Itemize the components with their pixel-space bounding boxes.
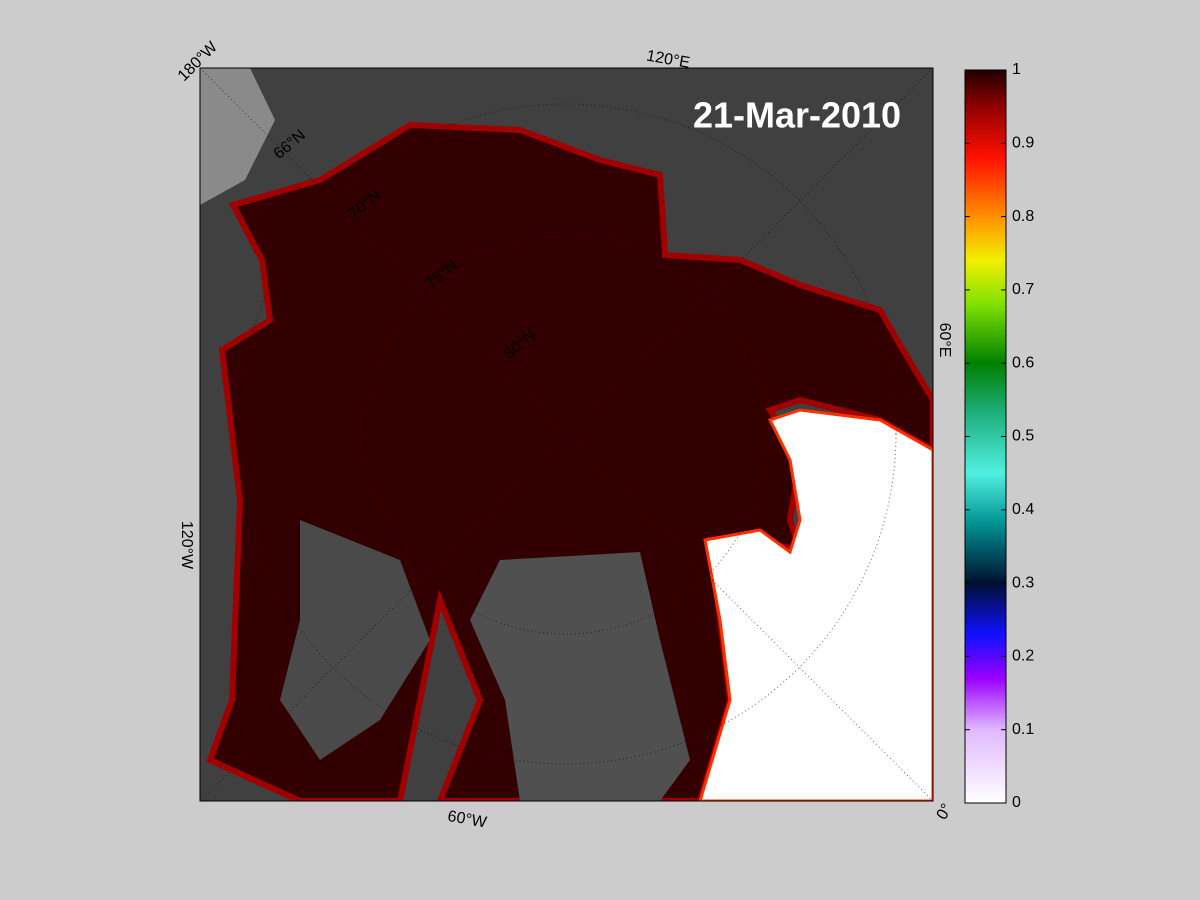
colorbar-tick-label: 0.1 bbox=[1012, 721, 1034, 738]
longitude-label: 60°E bbox=[936, 323, 953, 358]
colorbar bbox=[964, 69, 1007, 804]
date-label: 21-Mar-2010 bbox=[693, 95, 901, 136]
colorbar-tick-label: 0.3 bbox=[1012, 574, 1034, 591]
colorbar-tick-label: 0.6 bbox=[1012, 354, 1034, 371]
colorbar-tick-label: 0 bbox=[1012, 794, 1021, 811]
latitude-circle bbox=[365, 233, 767, 635]
islands bbox=[280, 520, 430, 760]
colorbar-tick-label: 0.2 bbox=[1012, 648, 1034, 665]
colorbar-tick-label: 0.4 bbox=[1012, 501, 1034, 518]
land-outside bbox=[200, 68, 275, 205]
latitude-circle bbox=[235, 103, 897, 765]
meridian bbox=[200, 68, 933, 801]
longitude-label: 60°W bbox=[446, 808, 489, 832]
map-frame bbox=[199, 67, 934, 802]
open-water bbox=[698, 408, 933, 801]
colorbar-tick-label: 1 bbox=[1012, 61, 1021, 78]
greenland bbox=[470, 552, 690, 801]
colorbar-tick-label: 0.8 bbox=[1012, 208, 1034, 225]
longitude-label: 120°W bbox=[178, 521, 195, 570]
colorbar-tick-label: 0.9 bbox=[1012, 135, 1034, 152]
meridian bbox=[200, 68, 933, 801]
colorbar-tick-label: 0.5 bbox=[1012, 428, 1034, 445]
colorbar-tick-label: 0.7 bbox=[1012, 281, 1034, 298]
longitude-label: 0° bbox=[934, 801, 956, 823]
map bbox=[200, 68, 933, 801]
